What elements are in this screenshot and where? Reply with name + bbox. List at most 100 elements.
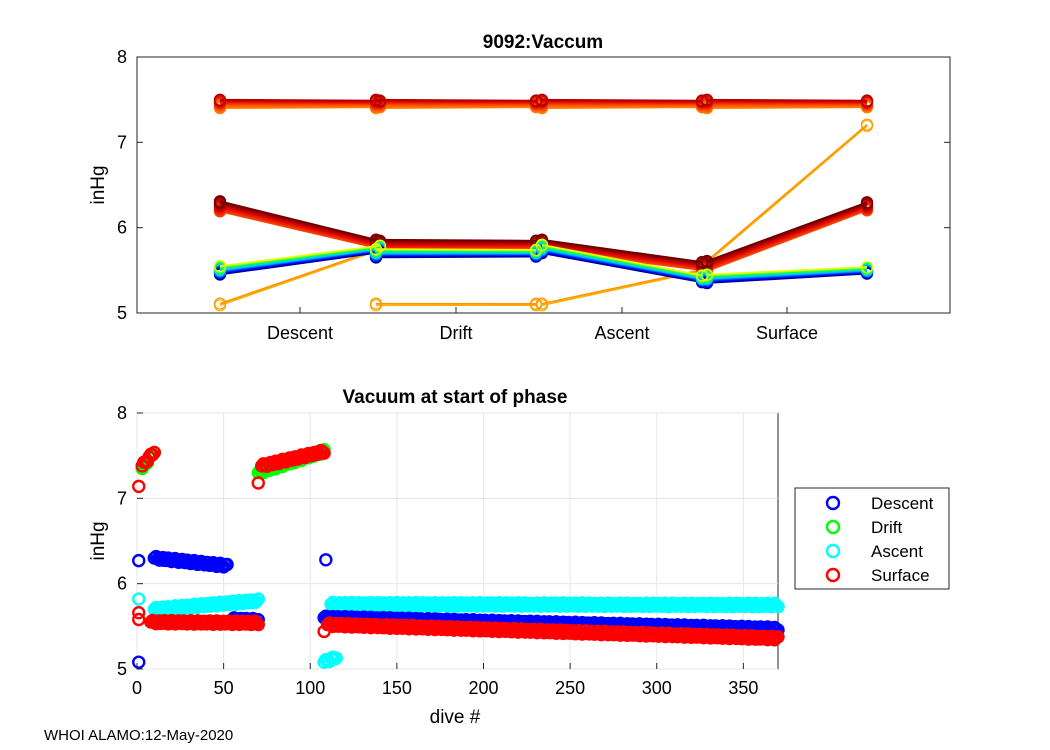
legend: Descent Drift Ascent Surface [794,487,950,590]
legend-marker-ascent [825,543,841,559]
dive-marker-start-surface [700,254,714,268]
top-y-tick-label: 5 [117,303,127,323]
dive-marker-start-drift [369,297,383,310]
surface-point [249,616,264,630]
dive-line-ascent [541,243,703,277]
dive-marker-start-drift [369,93,383,106]
ascent-point [771,599,785,614]
top-chart-title: 9092:Vaccum [483,32,603,53]
bottom-y-tick-label: 7 [117,488,127,508]
surface-point [251,617,265,632]
dive-marker-start-drift [369,242,383,256]
dive-marker-start-surface [700,268,714,281]
ascent-point [132,592,146,606]
dive-marker-end-surface [860,118,874,131]
top-y-ticks: 5 6 7 8 [117,47,950,323]
bottom-y-tick-label: 8 [117,403,127,423]
dive-marker-start-ascent [535,238,549,251]
surface-point [147,445,162,460]
bottom-chart: 5 6 7 8 0 50 100 150 200 250 300 350 Vacuum at sta… [88,387,785,728]
legend-marker-descent [825,495,841,511]
top-y-tick-label: 8 [117,47,127,67]
surface-point [248,614,262,628]
dive-line-drift [375,248,537,251]
dive-marker-end-ascent [695,269,709,282]
dive-marker-end-drift [529,94,543,107]
dive-marker-start-descent [213,297,227,310]
dive-line-drift [375,98,537,102]
dive-marker-end-surface [860,94,874,107]
surface-point [132,479,146,494]
bottom-x-axis-label: dive # [430,707,481,728]
bottom-y-ticks: 5 6 7 8 [117,403,143,679]
bottom-x-tick-label: 250 [555,678,585,698]
dive-line-ascent [541,98,703,102]
bottom-x-tick-label: 350 [728,678,758,698]
dive-marker-end-ascent [695,94,709,107]
dive-line-descent [219,247,381,305]
bottom-y-tick-label: 5 [117,659,127,679]
dive-marker-start-descent [213,195,227,208]
top-x-tick-label: Descent [267,323,333,343]
dive-line-surface [706,125,868,264]
bottom-x-tick-label: 300 [642,678,672,698]
dive-line-surface [706,98,868,102]
dive-marker-end-surface [860,260,874,274]
bottom-scatter-points [132,443,785,669]
top-dive-lines [213,93,874,312]
dive-marker-end-ascent [695,255,709,269]
dive-marker-end-descent [373,239,387,252]
surface-point [315,444,330,459]
bottom-x-ticks: 0 50 100 150 200 250 300 350 [132,663,758,698]
surface-point [317,446,331,460]
top-chart: 5 6 7 8 Descent Drift Ascent Surface 9092:Vacc… [88,32,951,343]
dive-marker-end-drift [529,297,543,310]
dive-line-surface [706,201,868,262]
surface-point [251,476,265,490]
descent-point [319,553,333,567]
legend-label-ascent: Ascent [871,542,923,561]
descent-point [220,557,234,572]
bottom-x-tick-label: 100 [295,678,325,698]
legend-label-surface: Surface [871,566,930,585]
top-x-ticks: Descent Drift Ascent Surface [267,307,818,343]
ascent-point [329,651,343,665]
bottom-y-axis-label: inHg [88,521,109,560]
dive-marker-end-descent [373,94,387,107]
top-y-axis-label: inHg [88,165,109,204]
dive-marker-start-descent [213,259,227,273]
dive-marker-end-surface [860,196,874,209]
dive-marker-start-ascent [535,297,549,310]
legend-marker-surface [825,567,841,583]
dive-marker-start-ascent [535,93,549,106]
surface-point [132,612,146,627]
surface-point [132,605,146,620]
descent-point [132,553,146,568]
top-y-tick-label: 7 [117,132,127,152]
dive-marker-start-descent [213,93,227,106]
top-x-tick-label: Drift [440,323,473,343]
top-x-tick-label: Ascent [594,323,649,343]
dive-line-surface [706,266,868,276]
dive-line-descent [219,200,381,242]
ascent-point [251,592,265,606]
descent-point [132,655,146,669]
surface-point [771,630,785,644]
dive-line-ascent [541,238,703,263]
bottom-x-tick-label: 200 [468,678,498,698]
bottom-x-tick-label: 50 [214,678,234,698]
dive-line-descent [219,244,381,267]
legend-label-drift: Drift [871,518,902,537]
dive-line-descent [219,248,381,307]
dive-marker-start-surface [700,93,714,106]
bottom-chart-title: Vacuum at start of phase [343,387,568,408]
bottom-y-tick-label: 6 [117,574,127,594]
top-y-tick-label: 6 [117,218,127,238]
bottom-x-tick-label: 150 [382,678,412,698]
dive-line-descent [219,98,381,102]
ascent-point [767,596,782,610]
dive-line-drift [375,238,537,242]
legend-marker-drift [825,519,841,535]
bottom-x-tick-label: 0 [132,678,142,698]
